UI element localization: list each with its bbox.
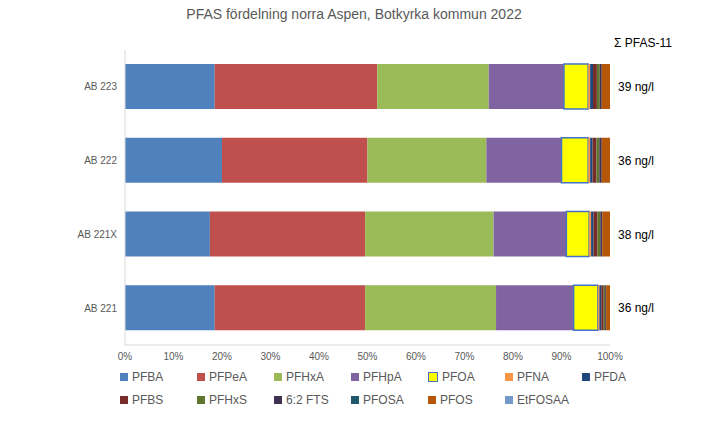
html-text:EtFOSAA: EtFOSAA bbox=[517, 393, 569, 407]
svg-text:20%: 20% bbox=[212, 351, 232, 362]
html-text:6:2 FTS: 6:2 FTS bbox=[286, 393, 329, 407]
svg-text:AB 221X: AB 221X bbox=[78, 229, 118, 240]
html-text:PFHxS: PFHxS bbox=[209, 393, 247, 407]
svg-text:39 ng/l: 39 ng/l bbox=[618, 80, 654, 94]
html-text:PFNA: PFNA bbox=[517, 370, 549, 384]
svg-text:36 ng/l: 36 ng/l bbox=[618, 154, 654, 168]
svg-text:50%: 50% bbox=[357, 351, 377, 362]
html-text:PFOS: PFOS bbox=[440, 393, 473, 407]
svg-text:38 ng/l: 38 ng/l bbox=[618, 228, 654, 242]
svg-text:100%: 100% bbox=[597, 351, 623, 362]
svg-text:80%: 80% bbox=[503, 351, 523, 362]
html-text:PFOA: PFOA bbox=[442, 370, 475, 384]
html-text:PFAS fördelning norra Aspen, B: PFAS fördelning norra Aspen, Botkyrka ko… bbox=[186, 6, 522, 22]
svg-text:30%: 30% bbox=[260, 351, 280, 362]
html-text:PFDA: PFDA bbox=[594, 370, 626, 384]
svg-text:10%: 10% bbox=[163, 351, 183, 362]
svg-text:AB 223: AB 223 bbox=[84, 81, 117, 92]
svg-text:AB 221: AB 221 bbox=[84, 303, 117, 314]
html-text:PFOSA: PFOSA bbox=[363, 393, 404, 407]
svg-text:36 ng/l: 36 ng/l bbox=[618, 301, 654, 315]
html-text:PFPeA: PFPeA bbox=[209, 370, 247, 384]
html-text:Σ PFAS-11: Σ PFAS-11 bbox=[614, 36, 672, 50]
svg-text:0%: 0% bbox=[118, 351, 133, 362]
svg-text:AB 222: AB 222 bbox=[84, 155, 117, 166]
html-text:PFHpA: PFHpA bbox=[363, 370, 402, 384]
svg-text:70%: 70% bbox=[454, 351, 474, 362]
svg-text:40%: 40% bbox=[309, 351, 329, 362]
html-text:PFBA: PFBA bbox=[132, 370, 164, 384]
html-text:PFHxA: PFHxA bbox=[286, 370, 324, 384]
html-text:PFBS: PFBS bbox=[132, 393, 164, 407]
svg-text:60%: 60% bbox=[406, 351, 426, 362]
svg-text:90%: 90% bbox=[551, 351, 571, 362]
